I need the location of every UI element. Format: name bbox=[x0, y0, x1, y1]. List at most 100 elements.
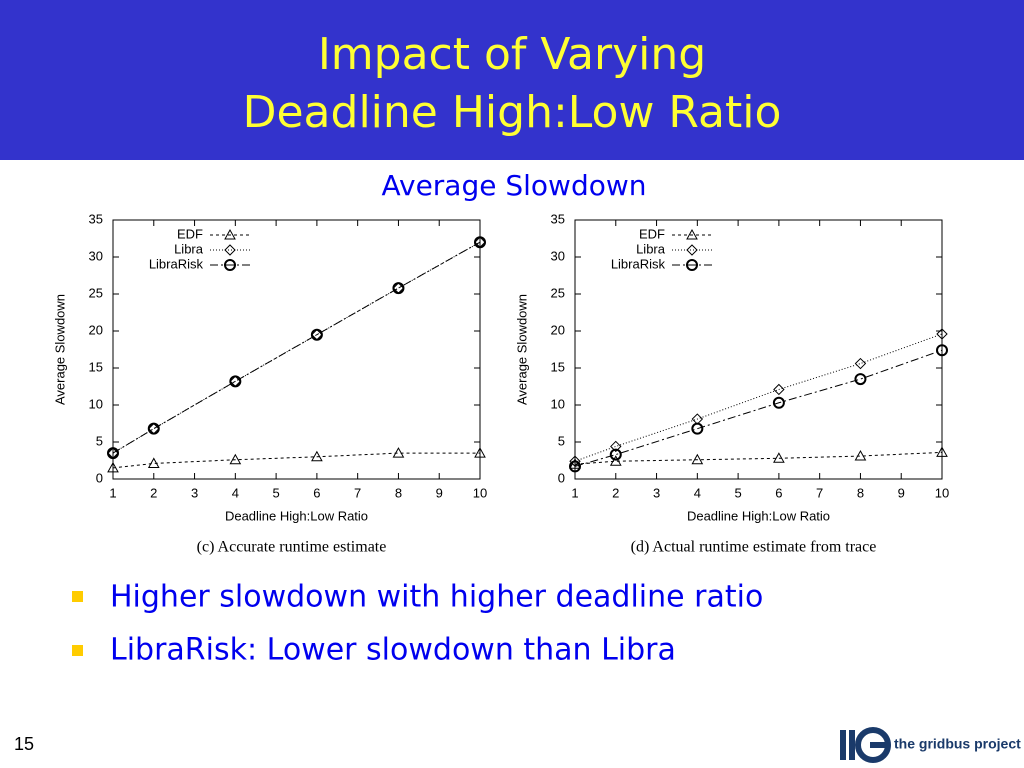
y-tick-label: 25 bbox=[89, 285, 103, 300]
marker bbox=[936, 446, 948, 457]
x-tick-label: 5 bbox=[272, 485, 279, 500]
x-tick-label: 3 bbox=[191, 485, 198, 500]
series-line bbox=[574, 333, 943, 462]
legend-label: LibraRisk bbox=[149, 256, 204, 271]
x-tick-label: 9 bbox=[436, 485, 443, 500]
marker bbox=[936, 344, 948, 357]
marker bbox=[773, 452, 785, 463]
legend-marker bbox=[686, 244, 698, 256]
marker bbox=[854, 450, 867, 461]
series-line bbox=[112, 452, 480, 469]
legend-marker bbox=[686, 228, 698, 240]
x-tick-label: 6 bbox=[313, 485, 320, 500]
plot-frame bbox=[574, 219, 943, 480]
slide-title: Deadline High:Low Ratio bbox=[243, 87, 782, 138]
marker bbox=[854, 373, 867, 386]
x-tick-label: 1 bbox=[109, 485, 116, 500]
x-tick-label: 7 bbox=[354, 485, 361, 500]
legend-label: Libra bbox=[174, 241, 204, 256]
x-tick-label: 9 bbox=[898, 485, 905, 500]
x-tick-label: 4 bbox=[232, 485, 239, 500]
y-tick-label: 15 bbox=[551, 359, 565, 374]
subtitle: Average Slowdown bbox=[381, 169, 646, 202]
bullet: LibraRisk: Lower slowdown than Libra bbox=[110, 633, 676, 668]
legend-label: EDF bbox=[177, 226, 203, 241]
y-tick-label: 30 bbox=[89, 248, 103, 263]
marker bbox=[474, 447, 486, 458]
marker bbox=[609, 448, 622, 461]
x-tick-label: 2 bbox=[150, 485, 157, 500]
series-line bbox=[574, 349, 943, 467]
logo-icon bbox=[840, 727, 891, 763]
marker bbox=[229, 453, 242, 465]
marker bbox=[107, 461, 119, 473]
legend-label: Libra bbox=[636, 241, 666, 256]
x-axis-label: Deadline High:Low Ratio bbox=[225, 508, 368, 523]
x-tick-label: 5 bbox=[734, 485, 741, 500]
caption: (d) Actual runtime estimate from trace bbox=[631, 539, 877, 556]
logo-text: the gridbus project bbox=[894, 736, 1021, 752]
x-tick-label: 10 bbox=[473, 485, 487, 500]
x-tick-label: 6 bbox=[775, 485, 782, 500]
x-tick-label: 1 bbox=[571, 485, 578, 500]
y-tick-label: 20 bbox=[551, 322, 565, 337]
series-line bbox=[112, 241, 481, 454]
legend-label: LibraRisk bbox=[611, 256, 666, 271]
marker bbox=[147, 422, 160, 435]
series-line bbox=[574, 451, 943, 465]
x-tick-label: 7 bbox=[816, 485, 823, 500]
legend-label: EDF bbox=[639, 226, 665, 241]
marker bbox=[854, 357, 867, 370]
x-tick-label: 10 bbox=[935, 485, 949, 500]
marker bbox=[569, 460, 581, 473]
marker bbox=[107, 447, 119, 460]
y-tick-label: 10 bbox=[551, 396, 565, 411]
marker bbox=[392, 282, 405, 295]
y-tick-label: 35 bbox=[551, 211, 565, 226]
caption: (c) Accurate runtime estimate bbox=[197, 539, 387, 556]
x-tick-label: 8 bbox=[857, 485, 864, 500]
marker bbox=[311, 450, 323, 462]
y-axis-label: Average Slowdown bbox=[514, 294, 529, 405]
y-tick-label: 10 bbox=[89, 396, 103, 411]
marker bbox=[474, 236, 486, 249]
marker bbox=[229, 375, 242, 388]
marker bbox=[392, 447, 405, 458]
y-tick-label: 35 bbox=[89, 211, 103, 226]
bullet-icon bbox=[72, 645, 83, 656]
y-tick-label: 5 bbox=[558, 433, 565, 448]
marker bbox=[147, 457, 160, 468]
marker bbox=[609, 455, 622, 466]
x-tick-label: 3 bbox=[653, 485, 660, 500]
series-line bbox=[112, 241, 481, 454]
bullet: Higher slowdown with higher deadline rat… bbox=[110, 580, 763, 615]
title-bar bbox=[0, 0, 1024, 160]
y-tick-label: 5 bbox=[96, 433, 103, 448]
marker bbox=[691, 422, 704, 435]
legend-marker bbox=[686, 259, 698, 271]
bullet-icon bbox=[72, 591, 83, 602]
page-number: 15 bbox=[14, 734, 34, 754]
legend-marker bbox=[224, 259, 236, 271]
plot-frame bbox=[112, 219, 481, 480]
marker bbox=[772, 396, 785, 409]
y-tick-label: 15 bbox=[89, 359, 103, 374]
y-tick-label: 0 bbox=[558, 470, 565, 485]
y-tick-label: 30 bbox=[551, 248, 565, 263]
marker bbox=[936, 328, 948, 340]
x-axis-label: Deadline High:Low Ratio bbox=[687, 508, 830, 523]
y-tick-label: 0 bbox=[96, 470, 103, 485]
legend-marker bbox=[224, 228, 236, 240]
marker bbox=[310, 328, 323, 341]
y-axis-label: Average Slowdown bbox=[52, 294, 67, 405]
marker bbox=[691, 453, 704, 465]
x-tick-label: 8 bbox=[395, 485, 402, 500]
x-tick-label: 4 bbox=[694, 485, 701, 500]
y-tick-label: 20 bbox=[89, 322, 103, 337]
x-tick-label: 2 bbox=[612, 485, 619, 500]
marker bbox=[773, 383, 785, 396]
legend-marker bbox=[224, 244, 236, 256]
slide-title: Impact of Varying bbox=[318, 29, 706, 80]
y-tick-label: 25 bbox=[551, 285, 565, 300]
